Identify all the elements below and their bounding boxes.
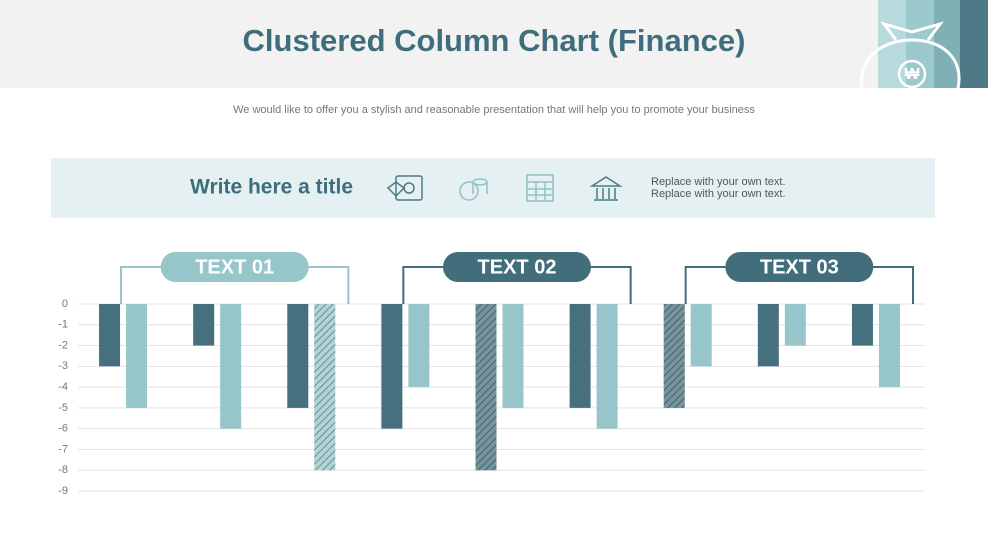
bar [596,304,618,429]
bar [193,304,215,346]
subtitle: We would like to offer you a stylish and… [233,104,755,116]
bar [690,304,712,367]
group-pill [443,252,591,282]
bar-hatch [314,304,336,471]
bar [287,304,309,408]
y-tick-label: -6 [58,423,68,435]
y-tick-label: -2 [58,339,68,351]
bar-hatch [663,304,685,408]
banner-text: Replace with your own text. [651,176,786,188]
bar-hatch [475,304,497,471]
banner [51,158,935,218]
banner-title: Write here a title [190,176,353,199]
bar [408,304,430,388]
group-label: TEXT 02 [478,256,557,278]
y-tick-label: 0 [62,298,68,310]
header-band [0,0,988,88]
bar [99,304,121,367]
chart: 0 -1 -2 -3 -4 -5 -6 -7 -8 -9 TEXT 01 TEXT 02 TEXT 03 [58,252,925,497]
group-label: TEXT 03 [760,256,839,278]
group-label: TEXT 01 [195,256,274,278]
header-decoration: ₩ [860,0,988,89]
y-tick-label: -5 [58,402,68,414]
y-tick-label: -7 [58,443,68,455]
svg-text:₩: ₩ [904,66,920,83]
y-tick-label: -4 [58,381,68,393]
bar [381,304,403,429]
bar [502,304,524,408]
bar [220,304,242,429]
group-pill [160,252,309,282]
bar [878,304,900,388]
group-pill [725,252,874,282]
y-tick-label: -3 [58,360,68,372]
banner-icons [386,174,623,202]
title: Clustered Column Chart (Finance) [243,23,746,58]
bar [569,304,591,408]
bar [851,304,873,346]
banner-text: Replace with your own text. [651,188,786,200]
bar [757,304,779,367]
bar [784,304,806,346]
y-tick-label: -1 [58,319,68,331]
y-tick-label: -9 [58,485,68,497]
bar [126,304,148,408]
y-tick-label: -8 [58,464,68,476]
